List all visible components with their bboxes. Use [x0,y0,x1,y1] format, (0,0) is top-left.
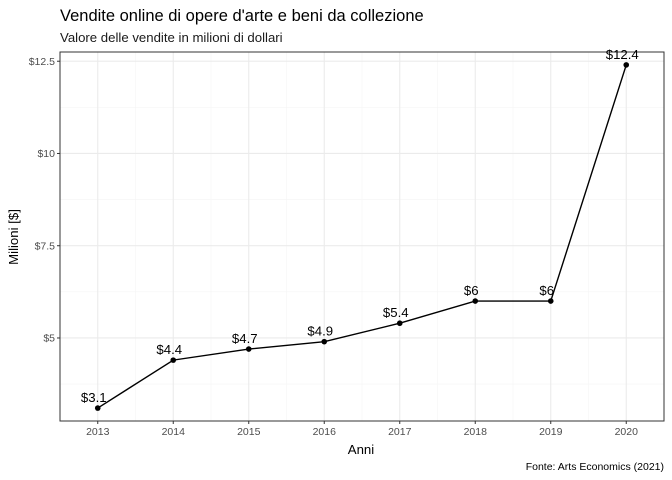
chart-caption: Fonte: Arts Economics (2021) [526,461,664,473]
y-tick-label: $5 [43,333,55,345]
y-tick-label: $12.5 [29,56,55,68]
data-labels: $3.1 $4.4 $4.7 $4.9 $5.4 $6 $6 $12.4 [81,47,639,405]
data-points [94,62,630,411]
data-point [245,346,252,352]
panel-border [59,51,665,422]
x-tick-label: 2014 [162,426,186,438]
x-tick-label: 2017 [388,426,412,438]
x-tick-label: 2016 [313,426,337,438]
data-point [623,62,630,68]
chart-subtitle: Valore delle vendite in milioni di dolla… [60,30,283,45]
data-label: $6 [539,283,554,298]
data-point [472,298,479,304]
grid-minor [60,52,664,421]
chart-title: Vendite online di opere d'arte e beni da… [60,7,424,25]
data-point [321,338,328,345]
x-tick-label: 2018 [464,426,488,438]
series-line [97,64,627,409]
data-label: $5.4 [383,305,409,320]
data-point [547,298,554,304]
data-point [396,320,403,327]
grid-major [60,52,664,421]
data-label: $4.4 [156,342,182,357]
x-axis-title: Anni [348,442,374,457]
data-point [94,405,101,411]
y-tick-label: $10 [37,148,55,160]
data-label: $4.7 [232,331,258,346]
data-label: $4.9 [307,324,333,339]
data-label: $3.1 [81,390,107,405]
data-label: $12.4 [606,47,639,62]
x-tick-label: 2013 [86,426,110,438]
y-axis-title: Milioni [$] [6,209,21,265]
x-tick-label: 2015 [237,426,261,438]
x-tick-label: 2019 [539,426,563,438]
y-axis: $5 $7.5 $10 $12.5 [29,56,60,345]
data-point [170,357,177,363]
data-label: $6 [464,283,479,298]
x-axis: 2013 2014 2015 2016 2017 2018 2019 2020 [86,421,638,438]
x-tick-label: 2020 [615,426,639,438]
y-tick-label: $7.5 [35,240,56,252]
